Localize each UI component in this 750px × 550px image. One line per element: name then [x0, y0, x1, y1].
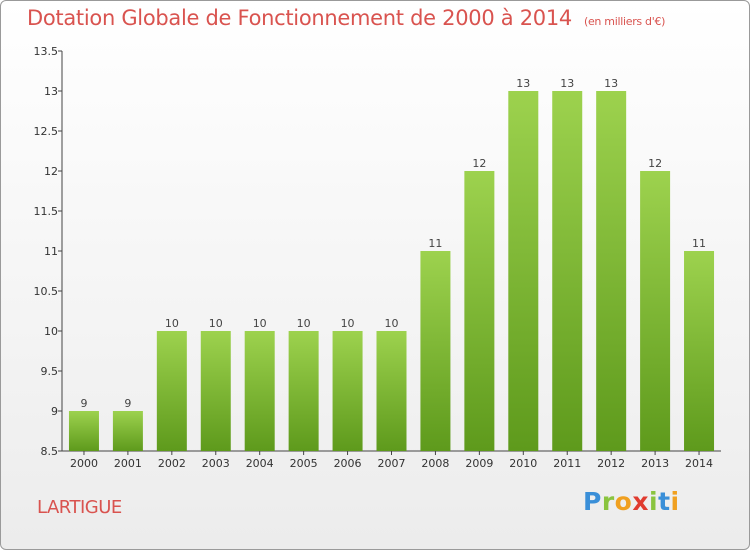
bar-value-label: 11	[692, 237, 706, 250]
bar	[596, 91, 627, 451]
x-tick-label: 2004	[246, 457, 274, 470]
bar	[684, 251, 715, 451]
bar	[68, 411, 99, 451]
logo-letter: x	[632, 487, 649, 516]
chart-title-text: Dotation Globale de Fonctionnement de 20…	[27, 6, 572, 30]
x-tick-label: 2006	[334, 457, 362, 470]
y-tick-label: 10	[44, 325, 58, 338]
bar	[552, 91, 583, 451]
x-tick-label: 2012	[597, 457, 625, 470]
bar	[288, 331, 319, 451]
bar	[464, 171, 495, 451]
bar	[200, 331, 231, 451]
y-tick-label: 13.5	[34, 45, 59, 58]
y-tick-label: 11	[44, 245, 58, 258]
y-tick-label: 10.5	[34, 285, 59, 298]
logo-letter: r	[601, 487, 615, 516]
bar	[420, 251, 451, 451]
x-tick-label: 2005	[290, 457, 318, 470]
x-tick-label: 2011	[553, 457, 581, 470]
x-tick-label: 2013	[641, 457, 669, 470]
logo-letter: o	[614, 487, 633, 516]
bar-value-label: 13	[516, 77, 530, 90]
commune-name: LARTIGUE	[37, 497, 122, 518]
bar	[332, 331, 363, 451]
x-tick-label: 2014	[685, 457, 713, 470]
bar	[640, 171, 671, 451]
chart-title: Dotation Globale de Fonctionnement de 20…	[27, 6, 665, 30]
y-tick-label: 13	[44, 85, 58, 98]
bar-value-label: 10	[385, 317, 399, 330]
x-tick-label: 2009	[465, 457, 493, 470]
chart-labels: 9 2000 9 2001 10 2002 10 2003 10 2004 10 2005 10 2006…	[70, 77, 713, 470]
bar-value-label: 12	[648, 157, 662, 170]
x-tick-label: 2007	[378, 457, 406, 470]
logo-letter: P	[583, 487, 602, 516]
proxiti-logo: Proxiti	[583, 487, 680, 516]
bar-value-label: 10	[341, 317, 355, 330]
logo-letter: i	[670, 487, 680, 516]
bar	[112, 411, 143, 451]
bar-value-label: 10	[209, 317, 223, 330]
x-tick-label: 2008	[421, 457, 449, 470]
chart-subtitle: (en milliers d'€)	[583, 15, 666, 28]
bar-value-label: 11	[428, 237, 442, 250]
y-tick-label: 12	[44, 165, 58, 178]
bar	[156, 331, 187, 451]
bar-value-label: 9	[80, 397, 87, 410]
x-tick-label: 2010	[509, 457, 537, 470]
x-tick-label: 2000	[70, 457, 98, 470]
x-tick-label: 2002	[158, 457, 186, 470]
bar	[376, 331, 407, 451]
bar-value-label: 10	[297, 317, 311, 330]
logo-letter: i	[649, 487, 659, 516]
bar-value-label: 13	[560, 77, 574, 90]
x-tick-label: 2001	[114, 457, 142, 470]
bar	[244, 331, 275, 451]
bar	[508, 91, 539, 451]
y-tick-label: 9.5	[41, 365, 59, 378]
y-tick-label: 9	[51, 405, 58, 418]
chart-bars	[68, 91, 715, 451]
bar-value-label: 10	[165, 317, 179, 330]
y-tick-label: 11.5	[34, 205, 59, 218]
bar-value-label: 9	[124, 397, 131, 410]
logo-letter: t	[658, 487, 671, 516]
bar-value-label: 12	[472, 157, 486, 170]
x-tick-label: 2003	[202, 457, 230, 470]
y-tick-label: 8.5	[41, 445, 59, 458]
bar-value-label: 13	[604, 77, 618, 90]
y-tick-label: 12.5	[34, 125, 59, 138]
bar-value-label: 10	[253, 317, 267, 330]
